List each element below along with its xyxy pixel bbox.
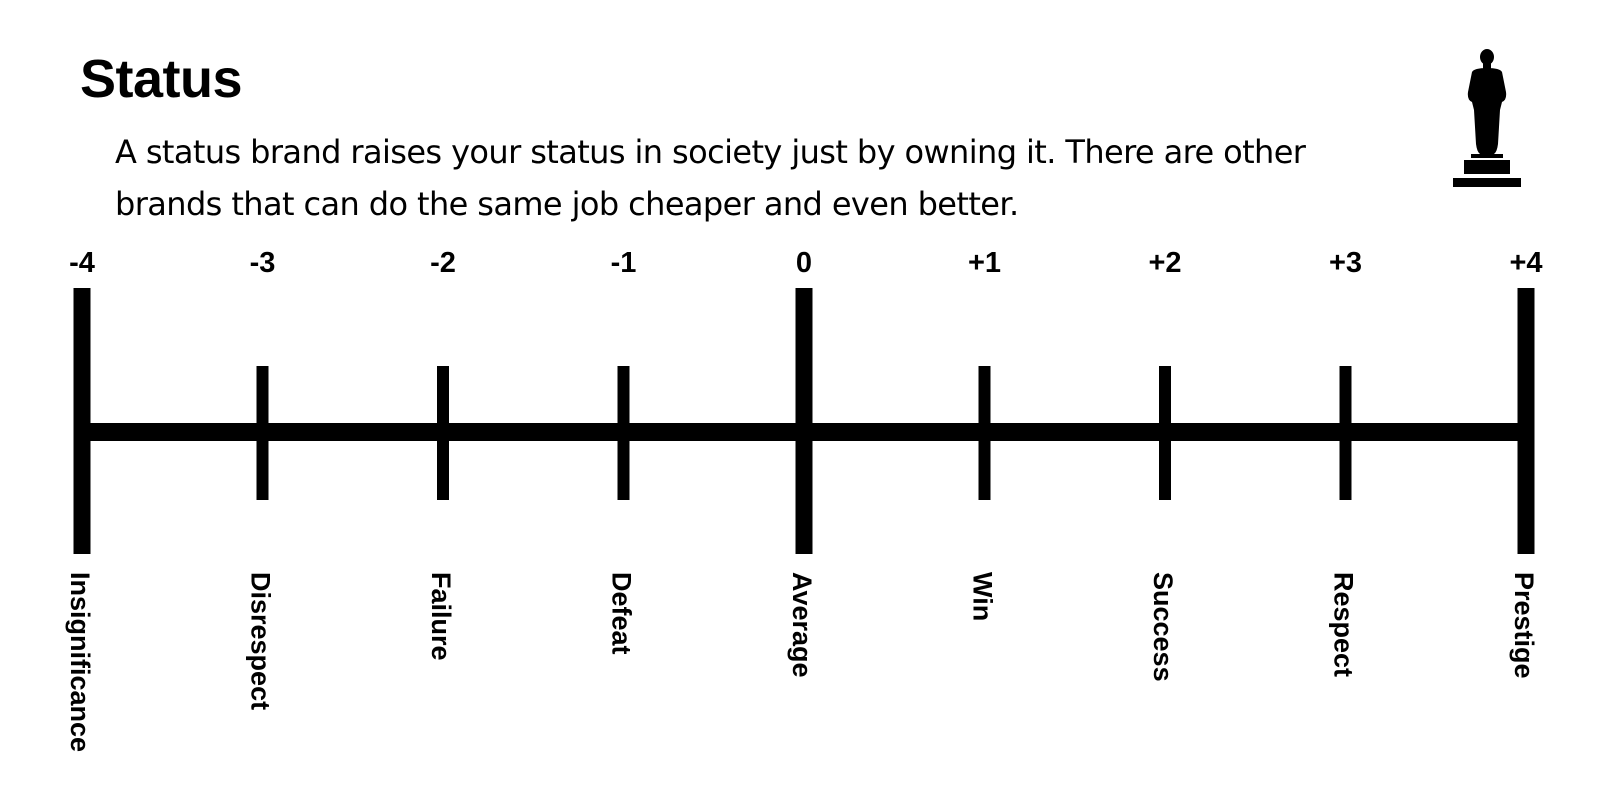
scale-value-label: -3: [250, 247, 276, 279]
scale-value-label: 0: [796, 247, 812, 279]
scale-tick-2: [437, 366, 449, 500]
scale-word-label: Defeat: [607, 572, 637, 655]
scale-tick-8: [1517, 288, 1535, 554]
scale-word-label: Win: [968, 572, 998, 621]
scale-word-label: Success: [1148, 572, 1178, 682]
scale-value-label: +1: [968, 247, 1001, 279]
scale-word-label: Disrespect: [246, 572, 276, 710]
scale-value-label: -1: [611, 247, 637, 279]
scale-tick-4: [795, 288, 813, 554]
scale-tick-7: [1339, 366, 1352, 500]
scale-tick-3: [617, 366, 630, 500]
scale-value-label: -4: [69, 247, 95, 279]
scale-tick-0: [73, 288, 91, 554]
scale-tick-6: [1159, 366, 1171, 500]
scale-value-label: +4: [1509, 247, 1542, 279]
scale-value-label: +2: [1148, 247, 1181, 279]
scale-word-label: Failure: [426, 572, 456, 661]
scale-word-label: Respect: [1329, 572, 1359, 677]
trophy-statuette-icon: [1453, 49, 1521, 187]
scale-word-label: Average: [787, 572, 817, 678]
scale-word-label: Insignificance: [65, 572, 95, 752]
page-title: Status: [80, 49, 243, 109]
description-text: A status brand raises your status in soc…: [115, 133, 1306, 223]
scale-tick-1: [256, 366, 269, 500]
scale-word-label: Prestige: [1509, 572, 1539, 679]
scale-tick-5: [978, 366, 991, 500]
scale-value-label: -2: [430, 247, 456, 279]
scale-value-label: +3: [1329, 247, 1362, 279]
